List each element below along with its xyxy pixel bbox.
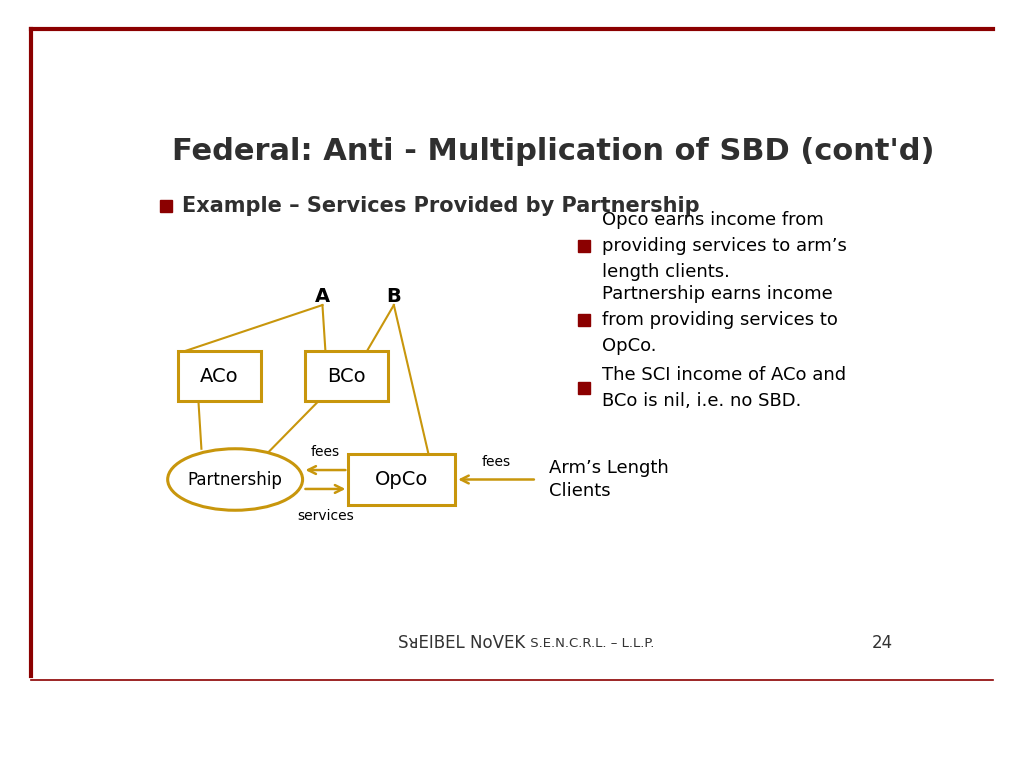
Text: The SCI income of ACo and
BCo is nil, i.e. no SBD.: The SCI income of ACo and BCo is nil, i.… bbox=[602, 366, 846, 409]
Text: fees: fees bbox=[311, 445, 340, 459]
Text: 24: 24 bbox=[871, 634, 893, 652]
Text: Federal: Anti - Multiplication of SBD (cont'd): Federal: Anti - Multiplication of SBD (c… bbox=[172, 137, 934, 166]
Text: SᴚEIBEL NᴏVEK: SᴚEIBEL NᴏVEK bbox=[397, 634, 524, 652]
Text: ACo: ACo bbox=[200, 366, 239, 386]
Text: Example – Services Provided by Partnership: Example – Services Provided by Partnersh… bbox=[182, 196, 699, 216]
Text: Arm’s Length
Clients: Arm’s Length Clients bbox=[549, 458, 669, 500]
Text: Opco earns income from
providing services to arm’s
length clients.: Opco earns income from providing service… bbox=[602, 211, 847, 280]
FancyBboxPatch shape bbox=[177, 351, 261, 401]
Text: OpCo: OpCo bbox=[375, 470, 428, 489]
Text: fees: fees bbox=[481, 455, 511, 468]
FancyBboxPatch shape bbox=[304, 351, 388, 401]
Text: services: services bbox=[297, 509, 353, 523]
FancyBboxPatch shape bbox=[348, 455, 456, 505]
Text: A: A bbox=[314, 286, 330, 306]
Ellipse shape bbox=[168, 449, 303, 510]
Text: Partnership: Partnership bbox=[187, 471, 283, 488]
Text: B: B bbox=[386, 286, 401, 306]
Text: Partnership earns income
from providing services to
OpCo.: Partnership earns income from providing … bbox=[602, 285, 838, 355]
Text: S.E.N.C.R.L. – L.L.P.: S.E.N.C.R.L. – L.L.P. bbox=[526, 637, 654, 650]
Text: BCo: BCo bbox=[327, 366, 366, 386]
